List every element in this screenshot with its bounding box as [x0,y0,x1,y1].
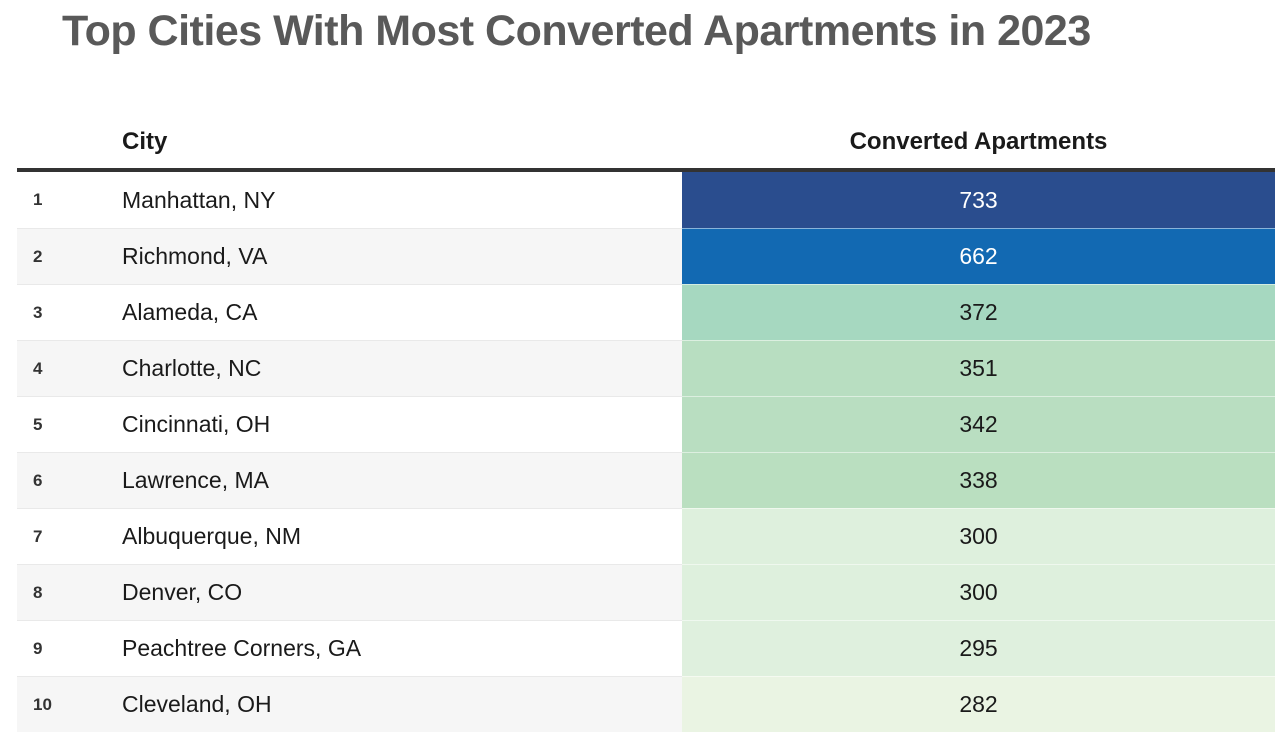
table-header-row: City Converted Apartments [17,110,1275,173]
city-cell: Manhattan, NY [122,186,276,213]
city-cell: Cleveland, OH [105,676,682,733]
city-cell: Lawrence, MA [105,452,682,509]
city-cell: Albuquerque, NM [105,508,682,564]
value-cell: 295 [682,620,1275,677]
city-cell: Richmond, VA [105,228,682,285]
city-cell: Cincinnati, OH [105,396,682,452]
table-row: 10 Cleveland, OH 282 [17,676,1275,733]
city-cell: Charlotte, NC [105,340,682,397]
table-row: 2 Richmond, VA 662 [17,228,1275,285]
value-cell: 733 [682,172,1275,229]
table-body: 1 Manhattan, NY 733 2 Richmond, VA 662 3… [17,172,1275,733]
rank-cell: 7 [17,508,105,564]
city-column-header: City [122,128,168,156]
page-title: Top Cities With Most Converted Apartment… [62,7,1091,55]
value-column-header: Converted Apartments [849,128,1108,156]
rank-cell: 10 [17,676,105,733]
rank-cell: 4 [17,340,105,397]
table-row: 6 Lawrence, MA 338 [17,452,1275,509]
rank-cell: 8 [17,564,105,621]
table-row: 1 Manhattan, NY 733 [17,172,1275,229]
city-cell: Peachtree Corners, GA [105,620,682,676]
value-cell: 338 [682,452,1275,509]
value-cell: 300 [682,564,1275,621]
rank-cell: 3 [17,284,105,340]
rank-cell: 6 [17,452,105,509]
value-cell: 662 [682,228,1275,285]
city-cell: Alameda, CA [105,284,682,340]
rankings-table: City Converted Apartments 1 Manhattan, N… [17,110,1275,733]
value-cell: 282 [682,676,1275,733]
table-row: 8 Denver, CO 300 [17,564,1275,621]
value-cell: 300 [682,508,1275,565]
rank-cell: 9 [17,620,105,676]
table-row: 5 Cincinnati, OH 342 [17,396,1275,453]
table-row: 9 Peachtree Corners, GA 295 [17,620,1275,677]
table-row: 3 Alameda, CA 372 [17,284,1275,341]
value-cell: 372 [682,284,1275,341]
rank-cell: 5 [17,396,105,452]
rank-cell: 2 [17,228,105,285]
rank-cell: 1 [33,190,43,210]
value-cell: 342 [682,396,1275,453]
table-row: 7 Albuquerque, NM 300 [17,508,1275,565]
value-cell: 351 [682,340,1275,397]
city-cell: Denver, CO [105,564,682,621]
table-row: 4 Charlotte, NC 351 [17,340,1275,397]
